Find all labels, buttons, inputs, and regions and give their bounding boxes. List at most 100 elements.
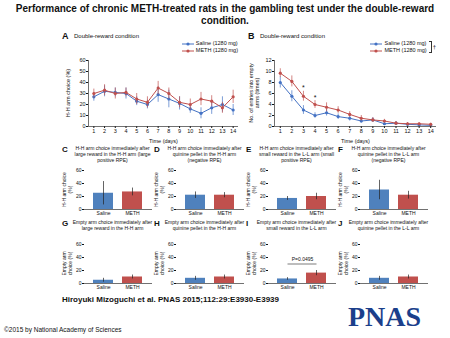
svg-text:8: 8: [268, 79, 271, 85]
svg-text:1: 1: [92, 128, 95, 134]
svg-text:12: 12: [265, 57, 271, 63]
svg-text:20: 20: [168, 267, 174, 273]
svg-text:Saline: Saline: [281, 210, 295, 216]
svg-text:4: 4: [124, 128, 127, 134]
html-text:H-H arm choice immediately aft: H-H arm choice immediately after large r…: [74, 145, 151, 163]
svg-text:4: 4: [268, 101, 271, 107]
svg-text:Saline: Saline: [373, 210, 387, 216]
svg-text:40: 40: [168, 180, 174, 186]
svg-text:9: 9: [371, 128, 374, 134]
svg-text:METH: METH: [217, 210, 232, 216]
svg-text:METH: METH: [401, 210, 416, 216]
svg-text:Saline: Saline: [189, 210, 203, 216]
svg-text:60: 60: [352, 167, 358, 173]
svg-text:20: 20: [260, 193, 266, 199]
svg-text:60: 60: [352, 241, 358, 247]
svg-text:Saline: Saline: [373, 284, 387, 290]
svg-text:1: 1: [279, 128, 282, 134]
svg-text:12: 12: [209, 128, 215, 134]
svg-text:60: 60: [168, 241, 174, 247]
html-text:PNAS: PNAS: [348, 301, 422, 332]
svg-text:8: 8: [167, 128, 170, 134]
svg-text:3: 3: [302, 128, 305, 134]
svg-text:40: 40: [352, 254, 358, 260]
svg-text:2: 2: [103, 128, 106, 134]
svg-text:20: 20: [79, 101, 85, 107]
svg-text:10: 10: [79, 112, 85, 118]
svg-text:*: *: [314, 94, 317, 101]
svg-text:METH: METH: [309, 284, 324, 290]
svg-text:13: 13: [219, 128, 225, 134]
svg-text:0: 0: [355, 280, 358, 286]
svg-text:60: 60: [76, 167, 82, 173]
svg-text:2: 2: [290, 128, 293, 134]
svg-text:14: 14: [230, 128, 236, 134]
svg-text:Saline: Saline: [189, 284, 203, 290]
svg-text:METH: METH: [217, 284, 232, 290]
svg-text:6: 6: [268, 90, 271, 96]
html-text:H-H arm choice immediately aft: H-H arm choice immediately after small r…: [258, 145, 335, 163]
svg-text:40: 40: [260, 254, 266, 260]
svg-text:60: 60: [260, 241, 266, 247]
svg-text:6: 6: [337, 128, 340, 134]
svg-text:20: 20: [168, 193, 174, 199]
svg-text:3: 3: [114, 128, 117, 134]
svg-text:14: 14: [428, 128, 434, 134]
svg-text:4: 4: [313, 128, 316, 134]
svg-text:P=0.0495: P=0.0495: [292, 256, 314, 262]
svg-text:METH: METH: [125, 210, 140, 216]
svg-text:11: 11: [393, 128, 399, 134]
svg-text:0: 0: [171, 206, 174, 212]
svg-text:0: 0: [79, 206, 82, 212]
svg-text:40: 40: [76, 254, 82, 260]
svg-text:12: 12: [405, 128, 411, 134]
svg-text:40: 40: [260, 180, 266, 186]
svg-text:50: 50: [79, 68, 85, 74]
html-text:H-H arm choice immediately aft: H-H arm choice immediately after quinine…: [167, 145, 242, 163]
svg-text:10: 10: [381, 128, 387, 134]
svg-text:Saline: Saline: [97, 210, 111, 216]
svg-text:60: 60: [260, 167, 266, 173]
svg-text:13: 13: [416, 128, 422, 134]
svg-text:Time (days): Time (days): [149, 138, 178, 144]
svg-text:6: 6: [146, 128, 149, 134]
svg-text:METH: METH: [309, 210, 324, 216]
svg-text:40: 40: [76, 180, 82, 186]
html-text:Performance of chronic METH-tr: Performance of chronic METH-treated rats…: [15, 3, 435, 26]
svg-text:0: 0: [82, 123, 85, 129]
svg-text:40: 40: [168, 254, 174, 260]
svg-text:0: 0: [263, 280, 266, 286]
svg-text:10: 10: [187, 128, 193, 134]
svg-text:5: 5: [135, 128, 138, 134]
svg-text:METH: METH: [401, 284, 416, 290]
svg-text:40: 40: [79, 79, 85, 85]
svg-text:0: 0: [355, 206, 358, 212]
svg-text:60: 60: [79, 57, 85, 63]
svg-text:7: 7: [348, 128, 351, 134]
svg-text:60: 60: [76, 241, 82, 247]
svg-text:Saline: Saline: [97, 284, 111, 290]
svg-text:0: 0: [263, 206, 266, 212]
svg-text:7: 7: [157, 128, 160, 134]
svg-text:30: 30: [79, 90, 85, 96]
svg-text:0: 0: [171, 280, 174, 286]
svg-text:Time (days): Time (days): [341, 138, 370, 144]
svg-text:20: 20: [352, 267, 358, 273]
svg-text:0: 0: [268, 123, 271, 129]
svg-text:20: 20: [352, 193, 358, 199]
svg-text:20: 20: [76, 193, 82, 199]
svg-text:8: 8: [360, 128, 363, 134]
svg-text:0: 0: [79, 280, 82, 286]
svg-text:20: 20: [260, 267, 266, 273]
svg-text:*: *: [302, 84, 305, 91]
svg-text:10: 10: [265, 68, 271, 74]
svg-text:40: 40: [352, 180, 358, 186]
svg-text:2: 2: [268, 112, 271, 118]
svg-text:20: 20: [76, 267, 82, 273]
svg-text:9: 9: [178, 128, 181, 134]
svg-text:Saline: Saline: [281, 284, 295, 290]
svg-text:60: 60: [168, 167, 174, 173]
svg-text:5: 5: [325, 128, 328, 134]
svg-text:METH: METH: [125, 284, 140, 290]
svg-text:11: 11: [198, 128, 204, 134]
